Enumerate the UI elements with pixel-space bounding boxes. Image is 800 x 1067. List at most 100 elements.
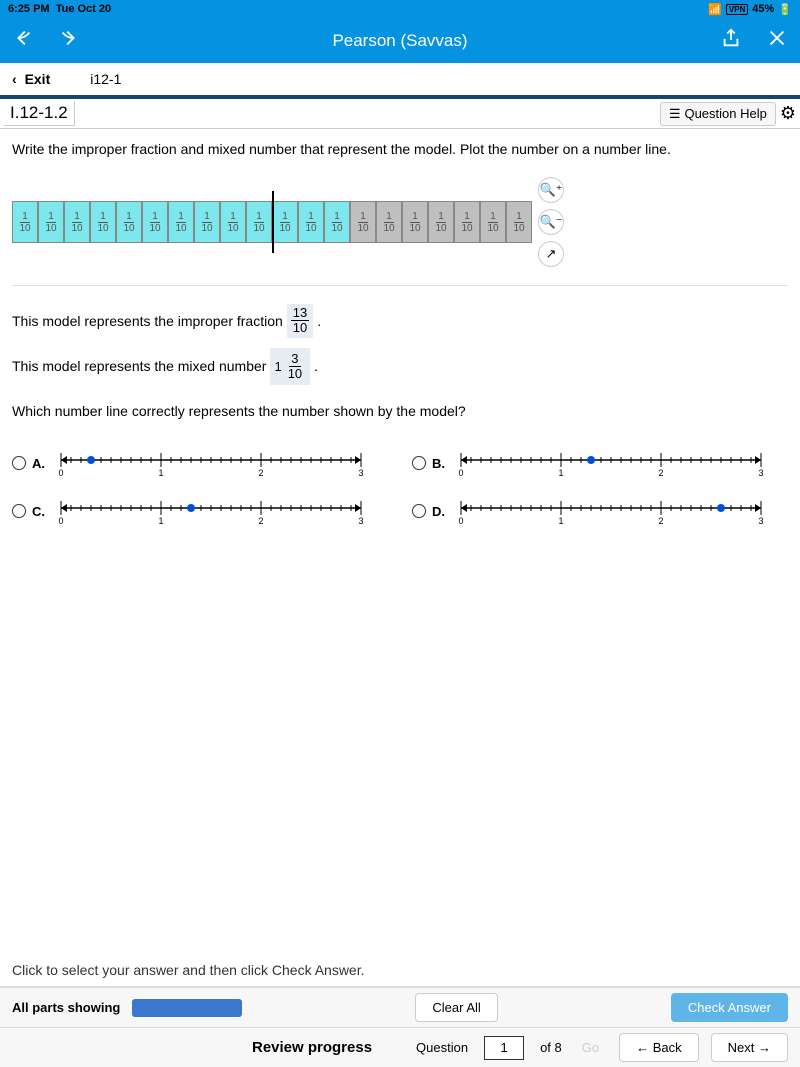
forward-arrow-icon[interactable] bbox=[58, 27, 80, 54]
number-line: 0 1 2 3 bbox=[451, 497, 771, 525]
option-label: A. bbox=[32, 456, 45, 471]
fraction-cell: 110 bbox=[38, 201, 64, 243]
ios-status-bar: 6:25 PM Tue Oct 20 📶 VPN 45% 🔋 bbox=[0, 0, 800, 18]
svg-text:1: 1 bbox=[558, 468, 563, 477]
exit-button[interactable]: ‹ Exit bbox=[12, 71, 50, 87]
fraction-cell: 110 bbox=[402, 201, 428, 243]
svg-text:2: 2 bbox=[658, 468, 663, 477]
battery-pct: 45% bbox=[752, 3, 774, 15]
fraction-cell: 110 bbox=[376, 201, 402, 243]
number-line: 0 1 2 3 bbox=[51, 449, 371, 477]
svg-text:0: 0 bbox=[58, 516, 63, 525]
popout-icon[interactable]: ↗ bbox=[538, 241, 564, 267]
radio-icon[interactable] bbox=[412, 456, 426, 470]
option-label: C. bbox=[32, 504, 45, 519]
fraction-cell: 110 bbox=[480, 201, 506, 243]
fraction-cell: 110 bbox=[272, 201, 298, 243]
battery-icon: 🔋 bbox=[778, 3, 792, 16]
chevron-left-icon: ‹ bbox=[12, 71, 17, 87]
radio-icon[interactable] bbox=[12, 504, 26, 518]
fraction-cell: 110 bbox=[506, 201, 532, 243]
fraction-cell: 110 bbox=[220, 201, 246, 243]
question-id: I.12-1.2 bbox=[4, 101, 75, 126]
fraction-cell: 110 bbox=[90, 201, 116, 243]
fraction-bar-model: 1101101101101101101101101101101101101101… bbox=[12, 201, 532, 243]
option-label: B. bbox=[432, 456, 445, 471]
question-label: Question bbox=[416, 1040, 468, 1055]
fraction-cell: 110 bbox=[324, 201, 350, 243]
back-arrow-icon[interactable] bbox=[12, 27, 34, 54]
options-grid: A. 0 1 2 3 B. 0 1 2 3 C. 0 1 2 3 D. 0 1 2 3 bbox=[12, 449, 788, 525]
assignment-label: i12-1 bbox=[90, 71, 121, 87]
option-C[interactable]: C. 0123 bbox=[12, 497, 388, 525]
vpn-badge: VPN bbox=[726, 4, 748, 15]
svg-text:1: 1 bbox=[158, 468, 163, 477]
svg-text:3: 3 bbox=[758, 468, 763, 477]
fraction-cell: 110 bbox=[168, 201, 194, 243]
app-title: Pearson (Savvas) bbox=[332, 31, 467, 51]
answer-instruction: Click to select your answer and then cli… bbox=[0, 954, 800, 987]
svg-text:3: 3 bbox=[758, 516, 763, 525]
review-progress-button[interactable]: Review progress bbox=[252, 1039, 372, 1056]
check-answer-button[interactable]: Check Answer bbox=[671, 993, 788, 1022]
svg-text:2: 2 bbox=[258, 468, 263, 477]
option-label: D. bbox=[432, 504, 445, 519]
sub-header: ‹ Exit i12-1 bbox=[0, 63, 800, 99]
list-icon: ☰ bbox=[669, 106, 681, 122]
app-header: Pearson (Savvas) bbox=[0, 18, 800, 63]
svg-text:3: 3 bbox=[358, 468, 363, 477]
svg-text:0: 0 bbox=[58, 468, 63, 477]
footer-nav: Review progress Question of 8 Go ← Back … bbox=[0, 1027, 800, 1067]
svg-text:1: 1 bbox=[558, 516, 563, 525]
share-icon[interactable] bbox=[720, 27, 742, 54]
statement-mixed: This model represents the mixed number 1… bbox=[12, 348, 788, 386]
fraction-cell: 110 bbox=[350, 201, 376, 243]
fraction-cell: 110 bbox=[454, 201, 480, 243]
question-bar: I.12-1.2 ☰ Question Help ⚙ bbox=[0, 99, 800, 129]
footer-progress: All parts showing Clear All Check Answer bbox=[0, 987, 800, 1027]
fraction-cell: 110 bbox=[116, 201, 142, 243]
numberline-question: Which number line correctly represents t… bbox=[12, 403, 788, 419]
mixed-number-answer: 1 3 10 bbox=[270, 348, 310, 386]
next-button[interactable]: Next → bbox=[711, 1033, 788, 1062]
question-prompt: Write the improper fraction and mixed nu… bbox=[12, 141, 788, 157]
fraction-cell: 110 bbox=[64, 201, 90, 243]
gear-icon[interactable]: ⚙ bbox=[780, 103, 796, 124]
status-date: Tue Oct 20 bbox=[56, 3, 111, 15]
svg-text:2: 2 bbox=[658, 516, 663, 525]
fraction-cell: 110 bbox=[246, 201, 272, 243]
progress-bar bbox=[132, 999, 242, 1017]
status-time: 6:25 PM bbox=[8, 3, 50, 15]
zoom-out-icon[interactable]: 🔍⁻ bbox=[538, 209, 564, 235]
clear-all-button[interactable]: Clear All bbox=[415, 993, 497, 1022]
fraction-cell: 110 bbox=[142, 201, 168, 243]
question-content: Write the improper fraction and mixed nu… bbox=[0, 129, 800, 537]
question-help-button[interactable]: ☰ Question Help bbox=[660, 102, 776, 126]
back-button[interactable]: ← Back bbox=[619, 1033, 699, 1062]
divider bbox=[12, 285, 788, 286]
improper-fraction-answer: 13 10 bbox=[287, 304, 313, 338]
option-B[interactable]: B. 0 1 2 3 bbox=[412, 449, 788, 477]
wifi-icon: 📶 bbox=[708, 3, 722, 16]
number-line: 0123 bbox=[51, 497, 371, 525]
fraction-cell: 110 bbox=[194, 201, 220, 243]
number-line: 0 1 2 3 bbox=[451, 449, 771, 477]
question-number-input[interactable] bbox=[484, 1036, 524, 1060]
statement-improper: This model represents the improper fract… bbox=[12, 304, 788, 338]
fraction-cell: 110 bbox=[12, 201, 38, 243]
zoom-in-icon[interactable]: 🔍⁺ bbox=[538, 177, 564, 203]
svg-text:0: 0 bbox=[458, 468, 463, 477]
parts-showing-label: All parts showing bbox=[12, 1000, 120, 1015]
go-button[interactable]: Go bbox=[574, 1036, 607, 1059]
svg-text:2: 2 bbox=[258, 516, 263, 525]
whole-divider bbox=[272, 191, 274, 253]
close-icon[interactable] bbox=[766, 27, 788, 54]
fraction-cell: 110 bbox=[428, 201, 454, 243]
option-A[interactable]: A. 0 1 2 3 bbox=[12, 449, 388, 477]
fraction-cell: 110 bbox=[298, 201, 324, 243]
option-D[interactable]: D. 0 1 2 3 bbox=[412, 497, 788, 525]
svg-text:0: 0 bbox=[458, 516, 463, 525]
radio-icon[interactable] bbox=[12, 456, 26, 470]
svg-text:3: 3 bbox=[358, 516, 363, 525]
radio-icon[interactable] bbox=[412, 504, 426, 518]
